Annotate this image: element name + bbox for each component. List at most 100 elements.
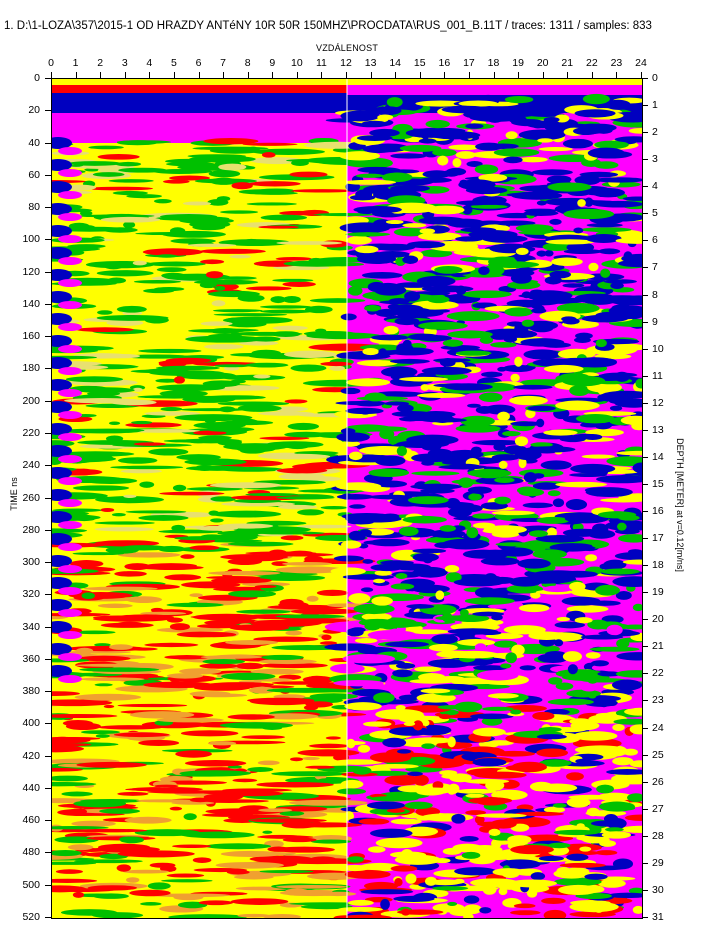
x-tick-label: 7 (220, 57, 226, 69)
x-tick-label: 18 (487, 57, 500, 69)
x-tick-label: 10 (290, 57, 303, 69)
depth-tick-mark (642, 511, 648, 513)
depth-tick-mark (642, 835, 648, 837)
depth-tick-label: 30 (652, 883, 664, 896)
depth-tick-label: 3 (652, 153, 658, 166)
time-tick-label: 240 (22, 459, 40, 472)
time-tick-label: 100 (22, 233, 40, 246)
x-tick-mark (542, 72, 544, 78)
depth-tick-label: 16 (652, 505, 664, 518)
depth-tick-label: 14 (652, 450, 664, 463)
x-tick-label: 13 (364, 57, 377, 69)
x-tick-mark (321, 72, 323, 78)
x-tick-mark (567, 72, 569, 78)
depth-tick-label: 1 (652, 99, 658, 112)
depth-tick-label: 15 (652, 477, 664, 490)
depth-tick-label: 28 (652, 829, 664, 842)
x-tick-label: 12 (340, 57, 352, 69)
time-tick-mark (45, 594, 51, 596)
x-tick-label: 21 (561, 57, 574, 69)
depth-tick-mark (642, 456, 648, 458)
depth-tick-mark (642, 348, 648, 350)
depth-tick-mark (642, 429, 648, 431)
time-tick-label: 280 (22, 523, 40, 536)
depth-tick-mark (642, 808, 648, 810)
depth-tick-mark (642, 917, 648, 918)
x-tick-mark (247, 72, 249, 78)
depth-tick-mark (642, 700, 648, 702)
x-tick-mark (395, 72, 397, 78)
depth-tick-label: 2 (652, 126, 658, 139)
time-tick-label: 220 (22, 426, 40, 439)
time-tick-mark (45, 465, 51, 467)
time-tick-mark (45, 626, 51, 628)
depth-tick-label: 22 (652, 667, 664, 680)
depth-tick-mark (642, 754, 648, 756)
time-tick-label: 80 (28, 201, 40, 214)
time-tick-mark (45, 852, 51, 854)
x-tick-label: 1 (72, 57, 79, 69)
time-tick-mark (45, 303, 51, 305)
x-tick-label: 2 (97, 57, 104, 69)
left-y-axis-title: TIME ns (8, 477, 19, 511)
time-tick-label: 460 (22, 814, 40, 827)
depth-tick-label: 20 (652, 613, 664, 626)
x-tick-label: 9 (269, 57, 276, 69)
time-tick-mark (45, 820, 51, 822)
time-tick-label: 20 (28, 104, 40, 117)
time-tick-label: 440 (22, 781, 40, 794)
depth-tick-mark (642, 483, 648, 485)
radargram-plot[interactable] (51, 78, 643, 919)
x-tick-mark (173, 72, 175, 78)
time-tick-mark (45, 658, 51, 660)
radargram-image (52, 79, 642, 918)
x-tick-label: 23 (610, 57, 623, 69)
time-tick-mark (45, 787, 51, 789)
depth-tick-label: 26 (652, 775, 664, 788)
depth-tick-label: 24 (652, 721, 664, 734)
depth-tick-label: 11 (652, 369, 663, 382)
depth-tick-label: 23 (652, 694, 664, 707)
time-tick-mark (45, 336, 51, 338)
x-tick-mark (124, 72, 126, 78)
depth-tick-label: 27 (652, 802, 664, 815)
x-tick-label: 11 (315, 57, 327, 69)
depth-tick-mark (642, 186, 648, 188)
depth-tick-label: 19 (652, 586, 664, 599)
time-tick-mark (45, 562, 51, 564)
time-tick-label: 420 (22, 749, 40, 762)
time-tick-mark (45, 432, 51, 434)
x-tick-label: 17 (463, 57, 475, 69)
depth-tick-label: 8 (652, 288, 658, 301)
x-tick-mark (616, 72, 618, 78)
depth-tick-mark (642, 781, 648, 783)
x-tick-label: 15 (413, 57, 426, 69)
time-tick-mark (45, 78, 51, 79)
depth-tick-label: 18 (652, 559, 664, 572)
depth-tick-label: 12 (652, 396, 664, 409)
depth-tick-mark (642, 619, 648, 621)
x-tick-label: 8 (244, 57, 251, 69)
depth-tick-label: 10 (652, 342, 664, 355)
time-tick-label: 60 (28, 168, 40, 181)
depth-tick-mark (642, 375, 648, 377)
time-tick-label: 180 (22, 362, 40, 375)
time-tick-mark (45, 497, 51, 499)
depth-tick-mark (642, 132, 648, 134)
depth-tick-mark (642, 673, 648, 675)
depth-tick-mark (642, 727, 648, 729)
time-tick-label: 520 (22, 911, 40, 923)
depth-tick-label: 29 (652, 856, 664, 869)
depth-tick-label: 6 (652, 234, 658, 247)
x-tick-label: 14 (389, 57, 401, 69)
depth-tick-mark (642, 565, 648, 567)
depth-tick-label: 21 (652, 640, 664, 653)
x-axis-title: VZDÁLENOST (316, 43, 379, 53)
right-y-axis-title: DEPTH [METER] at v=0.12[m/ns] (675, 438, 685, 572)
time-tick-label: 140 (22, 297, 40, 310)
depth-tick-mark (642, 646, 648, 648)
time-tick-mark (45, 174, 51, 176)
depth-tick-label: 17 (652, 532, 664, 545)
x-tick-mark (75, 72, 77, 78)
x-tick-label: 22 (585, 57, 598, 69)
